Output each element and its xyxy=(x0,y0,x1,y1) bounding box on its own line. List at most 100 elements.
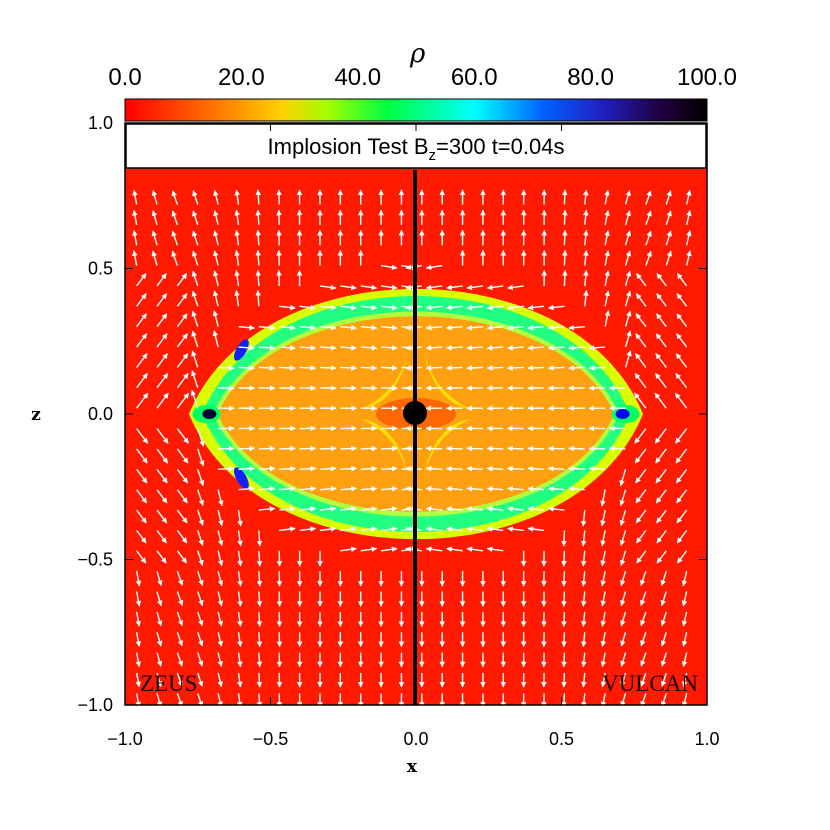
field-vector xyxy=(136,313,147,328)
field-vector xyxy=(588,365,606,371)
field-vector xyxy=(547,345,565,351)
field-vector xyxy=(466,465,483,472)
field-vector xyxy=(156,392,169,409)
field-vector xyxy=(425,304,443,311)
field-vector xyxy=(340,304,357,311)
field-vector xyxy=(191,350,199,368)
field-vector xyxy=(656,529,667,544)
field-vector xyxy=(217,570,224,587)
field-vector xyxy=(562,189,568,205)
field-vector xyxy=(446,445,463,452)
field-vector xyxy=(547,486,565,492)
field-vector xyxy=(507,345,524,351)
field-vector xyxy=(466,304,484,311)
field-vector xyxy=(527,445,545,452)
field-vector xyxy=(636,273,647,287)
field-vector xyxy=(171,230,179,246)
field-vector xyxy=(136,293,147,307)
field-vector xyxy=(486,506,504,512)
field-vector xyxy=(319,284,337,291)
field-vector xyxy=(466,324,483,331)
field-vector xyxy=(132,209,138,225)
field-vector xyxy=(655,468,667,484)
field-vector xyxy=(132,250,138,266)
field-vector xyxy=(486,526,504,532)
field-vector xyxy=(191,250,199,266)
y-tick-label: 0.5 xyxy=(88,259,113,279)
field-vector xyxy=(258,324,276,331)
field-vector xyxy=(634,428,647,444)
field-vector xyxy=(507,486,524,492)
field-vector xyxy=(619,530,627,546)
field-vector xyxy=(190,389,199,409)
field-vector xyxy=(561,672,567,688)
y-axis-label: z xyxy=(31,405,41,425)
field-vector xyxy=(665,190,672,205)
field-vector xyxy=(319,486,337,492)
field-vector xyxy=(191,270,199,287)
field-vector xyxy=(685,210,692,226)
field-vector xyxy=(156,489,168,504)
field-vector xyxy=(176,293,188,307)
field-vector xyxy=(425,345,443,351)
field-vector xyxy=(381,324,398,331)
field-vector xyxy=(176,632,184,647)
field-vector xyxy=(197,530,204,546)
field-vector xyxy=(197,469,205,487)
field-vector xyxy=(685,230,692,246)
field-vector xyxy=(580,571,587,587)
colorbar-tick-label: 100.0 xyxy=(677,64,737,91)
field-vector xyxy=(360,445,378,452)
field-vector xyxy=(527,324,545,331)
field-vector xyxy=(136,353,148,368)
field-vector xyxy=(156,509,168,524)
field-vector xyxy=(132,189,138,205)
field-vector xyxy=(604,250,610,266)
field-vector xyxy=(604,230,610,246)
field-vector xyxy=(581,672,587,688)
field-vector xyxy=(156,672,163,688)
field-vector xyxy=(624,190,631,205)
field-vector xyxy=(176,392,190,409)
field-vector xyxy=(425,264,443,271)
field-vector xyxy=(255,249,262,266)
field-vector xyxy=(319,506,337,512)
field-vector xyxy=(527,304,545,311)
field-vector xyxy=(425,506,443,512)
field-vector xyxy=(319,465,337,472)
field-vector xyxy=(319,324,337,331)
divider-line xyxy=(413,170,417,705)
field-vector xyxy=(218,465,235,472)
shell-streak xyxy=(234,467,249,489)
field-vector xyxy=(340,465,357,472)
field-vector xyxy=(255,189,262,205)
y-tick-label: 1.0 xyxy=(88,113,113,133)
field-vector xyxy=(234,270,240,287)
field-vector xyxy=(212,310,219,327)
field-vector xyxy=(217,591,224,607)
field-vector xyxy=(213,189,219,205)
field-vector xyxy=(255,269,261,287)
field-vector xyxy=(213,210,219,226)
field-vector xyxy=(425,465,443,472)
field-vector xyxy=(212,330,219,348)
field-vector xyxy=(675,448,688,464)
field-vector xyxy=(340,345,357,351)
field-vector xyxy=(136,448,148,464)
field-vector xyxy=(176,333,189,348)
field-vector xyxy=(624,270,632,287)
field-vector xyxy=(256,652,263,668)
field-vector xyxy=(299,486,317,492)
field-vector xyxy=(192,190,199,205)
field-vector xyxy=(624,250,632,266)
field-vector xyxy=(360,365,378,371)
field-vector xyxy=(171,210,179,226)
y-axis: −1.0 −0.5 0.0 0.5 1.0 xyxy=(77,113,707,715)
field-vector xyxy=(466,284,484,291)
field-vector xyxy=(600,509,606,527)
field-vector xyxy=(446,465,463,472)
left-tip xyxy=(202,409,217,419)
field-vector xyxy=(654,392,667,409)
field-vector xyxy=(446,486,463,492)
field-vector xyxy=(507,304,524,311)
